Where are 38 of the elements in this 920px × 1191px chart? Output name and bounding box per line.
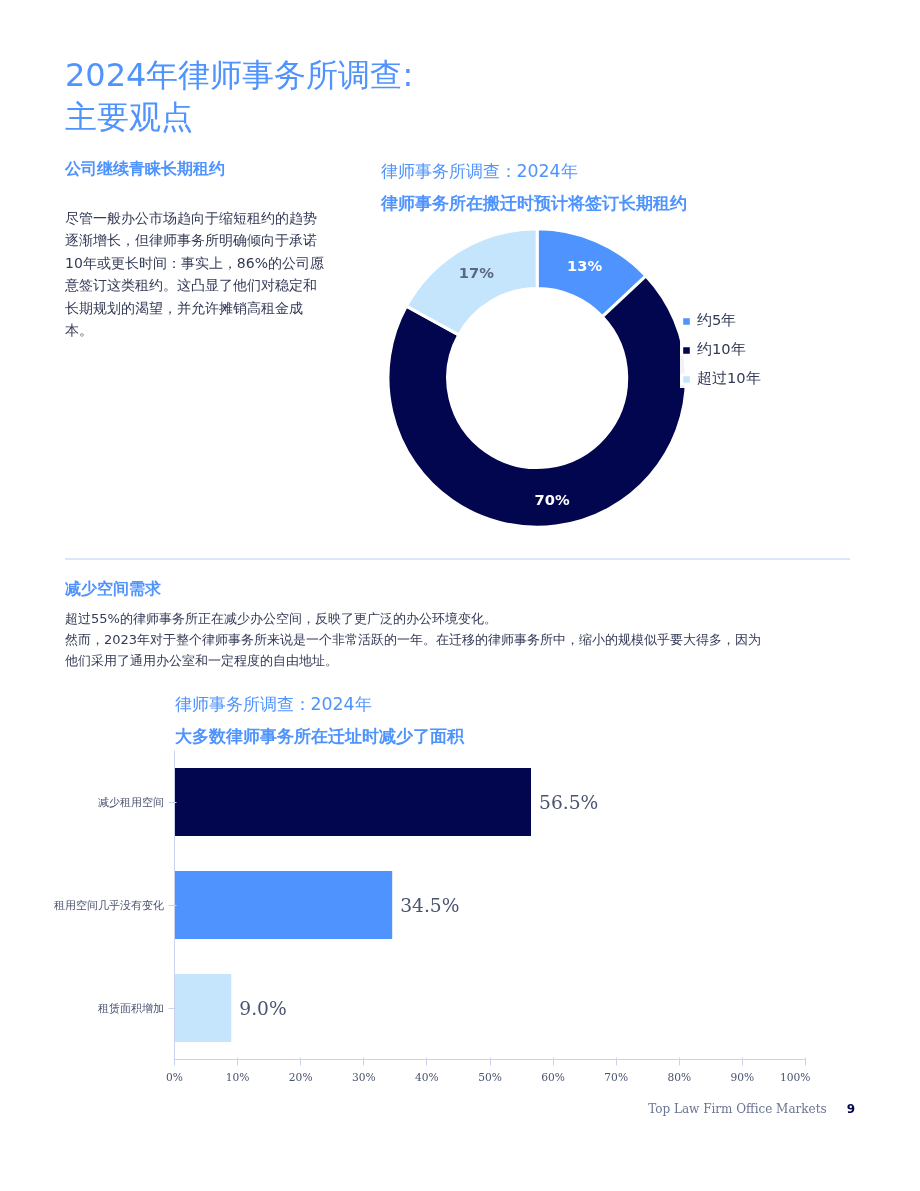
text: 公司继续青睐长期租约 [65, 158, 226, 181]
text: 超过55%的律师事务所正在减少办公空间，反映了更广泛的办公环境变化。 [65, 611, 497, 627]
bar [174, 871, 393, 940]
y-tick-label: 减少租用空间 [97, 795, 164, 809]
x-tick-label: 60% [541, 1070, 565, 1084]
x-tick-label: 10% [225, 1070, 250, 1084]
chart-title: 律师事务所调查：2024年 [380, 160, 578, 181]
data-label: 9.0% [239, 997, 287, 1019]
data-label: 34.5% [400, 894, 460, 916]
bar [174, 974, 232, 1043]
x-tick-label: 100% [780, 1070, 811, 1084]
x-tick-label: 40% [415, 1070, 439, 1084]
y-tick-label: 租赁面积增加 [97, 1001, 164, 1015]
data-label: 56.5% [539, 791, 599, 813]
y-tick-label: 租用空间几乎没有变化 [53, 898, 164, 912]
x-tick-label: 0% [166, 1070, 183, 1084]
chart-title: 律师事务所调查：2024年 [174, 693, 372, 714]
text: 9 [846, 1101, 855, 1119]
x-tick-label: 80% [667, 1070, 692, 1084]
x-tick-label: 90% [730, 1070, 755, 1084]
text: 减少空间需求 [65, 578, 162, 601]
x-tick-label: 20% [288, 1070, 313, 1084]
legend-label: 约5年 [697, 311, 737, 331]
x-tick-label: 50% [478, 1070, 502, 1084]
text: 2024年律师事务所调查:主要观点 [65, 55, 415, 138]
x-tick-label: 30% [351, 1070, 376, 1084]
legend-label: 超过10年 [697, 369, 761, 389]
x-tick-label: 70% [604, 1070, 629, 1084]
legend-label: 约10年 [697, 340, 746, 360]
chart-subtitle: 大多数律师事务所在迁址时减少了面积 [174, 725, 465, 746]
data-label: 17% [458, 264, 495, 282]
chart-subtitle: 律师事务所在搬迁时预计将签订长期租约 [379, 192, 687, 213]
text: 尽管一般办公市场趋向于缩短租约的趋势逐渐增长，但律师事务所明确倾向于承诺10年或更长时间：事实上，86%的公司愿意签订这类租约。这凸显了他们对稳定和长期规划的渴望，并允许摊销高租金成本。 [65, 209, 325, 340]
text: Top Law Firm Office Markets [648, 1101, 827, 1119]
data-label: 70% [534, 491, 570, 509]
bar [174, 768, 532, 837]
data-label: 13% [567, 257, 603, 275]
text: 然而，2023年对于整个律师事务所来说是一个非常活跃的一年。在迁移的律师事务所中，缩小的规模似乎要大得多，因为他们采用了通用办公室和一定程度的自由地址。 [65, 631, 762, 668]
